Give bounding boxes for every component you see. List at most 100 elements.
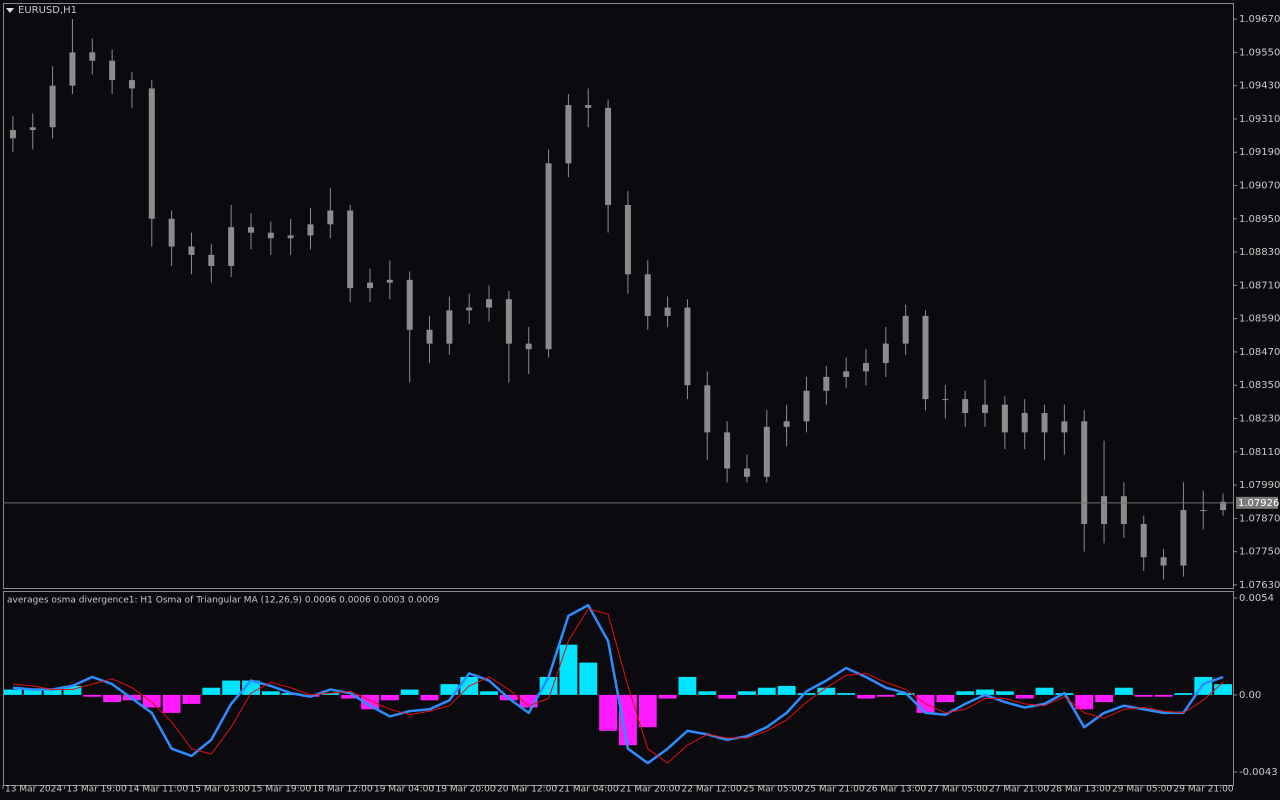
- y-tick-label: 1.09670: [1239, 14, 1280, 25]
- y-tick-label: -0.0043: [1239, 767, 1278, 778]
- candle-body: [347, 210, 354, 289]
- histogram-bar: [797, 693, 816, 695]
- histogram-bar: [162, 694, 181, 713]
- x-tick-label: 13 Mar 19:00: [67, 785, 127, 795]
- histogram-bar: [480, 691, 498, 695]
- histogram-bar: [559, 644, 578, 695]
- x-tick-label: 27 Mar 21:00: [989, 785, 1049, 795]
- histogram-bar: [83, 694, 102, 697]
- y-tick-label: 1.08110: [1239, 447, 1280, 458]
- histogram-bar: [698, 691, 717, 695]
- histogram-bar: [599, 694, 617, 731]
- y-tick-label: 1.08950: [1239, 214, 1280, 225]
- candle-body: [1021, 412, 1028, 433]
- indicator-line: [12, 608, 1224, 764]
- histogram-bar: [658, 694, 677, 699]
- histogram-bar: [817, 687, 836, 695]
- x-tick-label: 18 Mar 12:00: [313, 785, 373, 795]
- last-price-label: 1.07926: [1238, 498, 1279, 509]
- histogram-bar: [142, 694, 161, 708]
- x-tick-label: 19 Mar 04:00: [374, 785, 434, 795]
- indicator-line: [12, 603, 1224, 765]
- candle-body: [902, 315, 909, 344]
- candle-body: [843, 371, 850, 377]
- x-tick-label: 27 Mar 05:00: [928, 785, 988, 795]
- candle-body: [1001, 404, 1008, 433]
- candle-body: [862, 363, 869, 372]
- y-tick-label: 1.09070: [1239, 181, 1280, 192]
- candle-body: [247, 227, 254, 233]
- histogram-bar: [380, 694, 399, 701]
- y-tick-label: 0.0054: [1239, 593, 1274, 604]
- histogram-bar: [579, 662, 598, 695]
- x-tick-label: 19 Mar 20:00: [436, 785, 496, 795]
- last-price-box: [1236, 496, 1278, 509]
- candle-body: [1120, 496, 1127, 524]
- histogram-bar: [876, 694, 895, 697]
- histogram-bar: [837, 693, 856, 695]
- candle-body: [466, 307, 473, 311]
- y-tick-label: 0.00: [1239, 690, 1261, 701]
- candle-body: [208, 254, 215, 266]
- x-tick-label: 25 Mar 05:00: [743, 785, 803, 795]
- histogram-bar: [638, 694, 657, 728]
- candle-body: [1160, 557, 1167, 566]
- x-tick-label: 25 Mar 21:00: [805, 785, 865, 795]
- histogram-bar: [23, 689, 42, 695]
- histogram-bar: [4, 689, 22, 695]
- candle-body: [109, 60, 116, 81]
- candle-body: [724, 432, 731, 469]
- histogram-bar: [1134, 694, 1153, 697]
- candle-body: [307, 224, 314, 236]
- candle-body: [89, 52, 96, 61]
- candle-body: [962, 399, 969, 413]
- candle-body: [644, 274, 651, 316]
- candle-body: [446, 310, 453, 344]
- x-tick-label: 29 Mar 21:00: [1174, 785, 1234, 795]
- menu-arrow[interactable]: [6, 8, 14, 13]
- candle-body: [1081, 421, 1088, 524]
- y-tick-label: 1.08710: [1239, 280, 1280, 291]
- candle-body: [29, 127, 36, 131]
- indicator-title: averages osma divergence1: H1 Osma of Tr…: [7, 596, 440, 606]
- y-tick-label: 1.07990: [1239, 480, 1280, 491]
- candle-body: [882, 343, 889, 364]
- histogram-bar: [400, 689, 419, 695]
- x-tick-label: 29 Mar 05:00: [1112, 785, 1172, 795]
- candle-body: [525, 343, 532, 350]
- candle-body: [69, 52, 76, 86]
- x-tick-label: 15 Mar 03:00: [190, 785, 250, 795]
- candle-body: [982, 404, 989, 413]
- histogram-bar: [202, 687, 221, 695]
- x-tick-label: 21 Mar 20:00: [620, 785, 680, 795]
- histogram-bar: [222, 680, 241, 695]
- candle-body: [406, 279, 413, 330]
- y-tick-label: 1.07870: [1239, 513, 1280, 524]
- histogram-bar: [420, 694, 439, 701]
- candle-body: [228, 227, 235, 266]
- histogram-bar: [976, 689, 994, 695]
- histogram-bar: [1075, 694, 1094, 710]
- candle-body: [922, 315, 929, 400]
- candle-body: [1140, 523, 1147, 558]
- candle-body: [942, 399, 949, 401]
- candle-body: [188, 246, 195, 255]
- histogram-bar: [777, 685, 796, 695]
- candle-body: [565, 105, 572, 164]
- histogram-bar: [1015, 694, 1034, 699]
- x-tick-label: 14 Mar 11:00: [128, 785, 188, 795]
- histogram-bar: [1154, 694, 1173, 697]
- histogram-bar: [757, 687, 776, 695]
- histogram-bar: [341, 694, 360, 699]
- histogram-bar: [1035, 687, 1054, 695]
- histogram-bar: [1095, 694, 1113, 703]
- x-tick-label: 26 Mar 13:00: [866, 785, 926, 795]
- candle-body: [704, 385, 711, 433]
- y-tick-label: 1.08590: [1239, 314, 1280, 325]
- x-tick-label: 13 Mar 2024: [5, 785, 62, 795]
- histogram-bar: [936, 694, 955, 703]
- histogram-bar: [261, 691, 280, 695]
- histogram-bar: [718, 694, 737, 699]
